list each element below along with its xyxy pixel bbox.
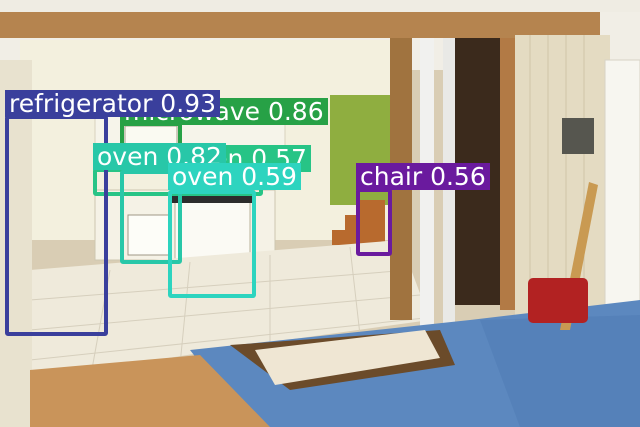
- detection-label-oven-059: oven 0.59: [168, 163, 301, 190]
- hardwood-floor: [30, 355, 270, 427]
- detection-box-chair: [356, 188, 392, 256]
- power-tool: [528, 278, 588, 323]
- electric-panel: [562, 118, 594, 154]
- detection-box-oven-082: [120, 170, 182, 264]
- ceiling-bulkhead: [0, 0, 640, 12]
- detection-label-refrigerator: refrigerator 0.93: [5, 90, 220, 117]
- blue-subfloor-right: [480, 315, 640, 427]
- oven-door: [127, 214, 171, 256]
- tile-floor: [30, 240, 430, 380]
- detection-box-refrigerator: [5, 115, 108, 336]
- pipe-white-2: [443, 25, 455, 355]
- right-door: [604, 59, 640, 341]
- header-beam: [0, 8, 600, 38]
- stud-right: [500, 35, 516, 310]
- detection-label-oven-082: oven 0.82: [93, 143, 226, 170]
- detection-label-chair: chair 0.56: [356, 163, 490, 190]
- paneled-wall: [515, 35, 610, 325]
- detection-box-oven-059: [168, 190, 256, 298]
- plywood-board: [255, 330, 440, 385]
